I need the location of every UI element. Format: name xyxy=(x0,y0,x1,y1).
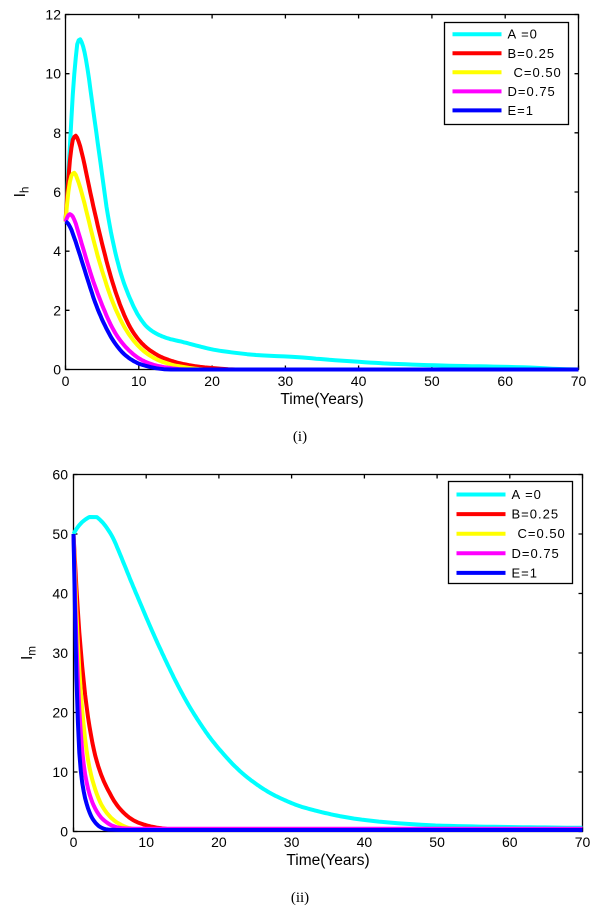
svg-text:50: 50 xyxy=(429,834,445,850)
svg-text:70: 70 xyxy=(571,373,587,389)
svg-text:60: 60 xyxy=(497,373,513,389)
svg-text:(ii): (ii) xyxy=(291,890,309,906)
svg-text:60: 60 xyxy=(502,834,518,850)
svg-text:40: 40 xyxy=(52,586,68,602)
svg-text:30: 30 xyxy=(278,373,294,389)
svg-text:D=0.75: D=0.75 xyxy=(508,84,556,99)
svg-text:10: 10 xyxy=(52,764,68,780)
svg-text:50: 50 xyxy=(52,526,68,542)
svg-text:0: 0 xyxy=(53,362,61,378)
svg-text:C=0.50: C=0.50 xyxy=(518,526,566,541)
svg-text:(i): (i) xyxy=(293,429,307,445)
svg-text:12: 12 xyxy=(45,7,61,23)
svg-text:50: 50 xyxy=(424,373,440,389)
svg-text:E=1: E=1 xyxy=(508,103,535,118)
svg-text:40: 40 xyxy=(351,373,367,389)
svg-text:2: 2 xyxy=(53,302,61,318)
svg-text:40: 40 xyxy=(357,834,373,850)
svg-text:A =0: A =0 xyxy=(512,487,542,502)
svg-text:8: 8 xyxy=(53,125,61,141)
svg-text:20: 20 xyxy=(52,705,68,721)
svg-text:D=0.75: D=0.75 xyxy=(512,546,560,561)
svg-text:B=0.25: B=0.25 xyxy=(508,46,556,61)
svg-text:60: 60 xyxy=(52,467,68,483)
svg-text:Time(Years): Time(Years) xyxy=(286,852,369,869)
svg-text:4: 4 xyxy=(53,243,61,259)
svg-text:C=0.50: C=0.50 xyxy=(514,65,562,80)
svg-text:20: 20 xyxy=(204,373,220,389)
svg-text:0: 0 xyxy=(70,834,78,850)
svg-text:20: 20 xyxy=(211,834,227,850)
svg-text:Time(Years): Time(Years) xyxy=(280,391,363,408)
svg-text:B=0.25: B=0.25 xyxy=(512,507,560,522)
svg-text:6: 6 xyxy=(53,184,61,200)
svg-text:30: 30 xyxy=(52,645,68,661)
svg-text:Ih: Ih xyxy=(12,187,32,198)
svg-text:E=1: E=1 xyxy=(512,565,539,580)
svg-text:0: 0 xyxy=(60,824,68,840)
svg-text:0: 0 xyxy=(62,373,70,389)
svg-text:10: 10 xyxy=(45,66,61,82)
svg-text:10: 10 xyxy=(138,834,154,850)
svg-text:A =0: A =0 xyxy=(508,27,538,42)
svg-text:10: 10 xyxy=(131,373,147,389)
svg-text:70: 70 xyxy=(575,834,591,850)
svg-text:30: 30 xyxy=(284,834,300,850)
